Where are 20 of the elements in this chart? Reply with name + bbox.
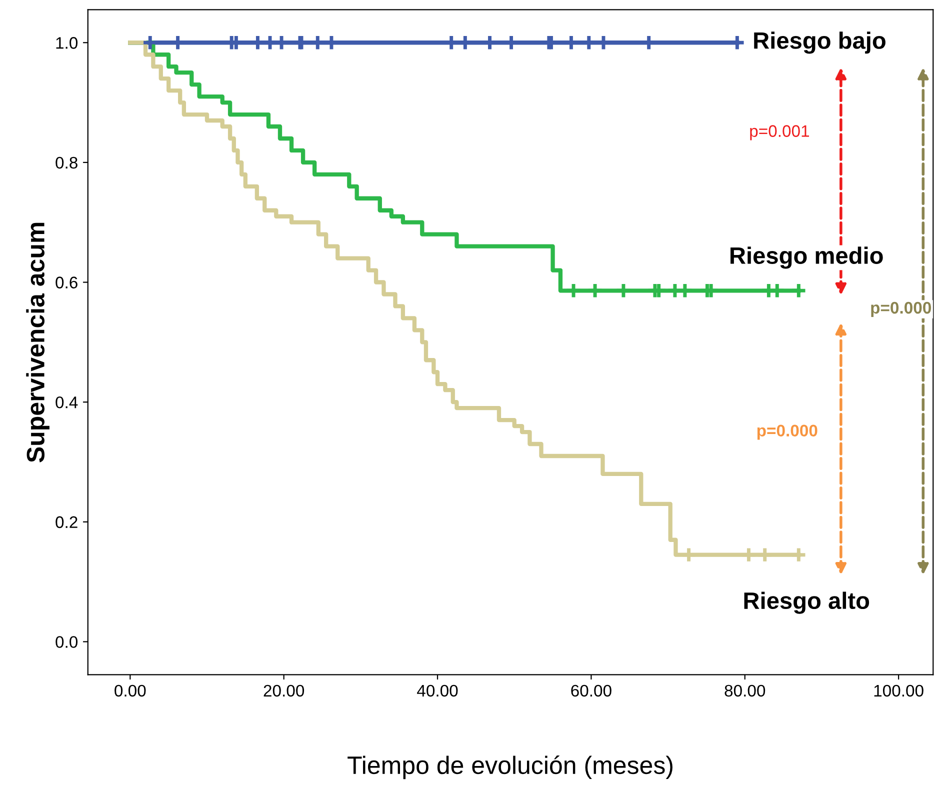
y-tick-label: 0.4: [56, 396, 78, 408]
y-tick-label: 0.2: [56, 516, 78, 528]
x-axis-title: Tiempo de evolución (meses): [348, 755, 672, 780]
annotation: p=0.000: [871, 302, 931, 317]
x-tick-label: 40.00: [417, 684, 458, 697]
x-tick-label: 60.00: [571, 684, 612, 697]
y-axis-title: Supervivencia acum: [26, 222, 50, 462]
x-tick-label: 80.00: [724, 684, 766, 697]
x-tick-label: 100.00: [874, 684, 924, 697]
series-label: Riesgo medio: [730, 246, 883, 269]
y-tick-label: 0.6: [56, 276, 78, 288]
y-tick-label: 0.0: [56, 636, 78, 648]
series-label: Riesgo alto: [744, 592, 870, 614]
series-label: Riesgo bajo: [754, 32, 886, 54]
annotation: p=0.000: [757, 424, 818, 440]
annotation: p=0.001: [750, 125, 809, 140]
y-tick-label: 1.0: [56, 37, 78, 49]
x-tick-label: 20.00: [264, 684, 304, 697]
y-tick-label: 0.8: [56, 156, 78, 169]
x-tick-label: 0.00: [114, 684, 146, 697]
